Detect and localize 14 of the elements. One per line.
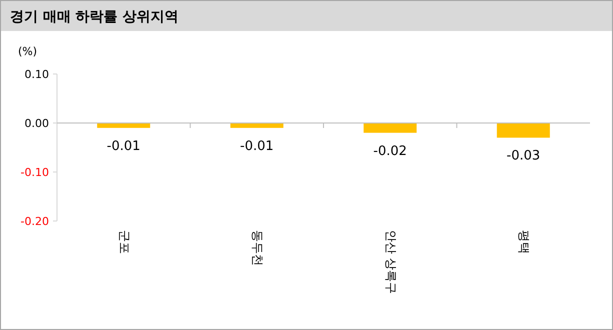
y-tick-label: -0.20 [20,215,49,228]
y-axis-title: (%) [18,45,38,58]
x-tick-label: 군포 [117,230,132,254]
title: 경기 매매 하락률 상위지역 [10,9,179,25]
data-label: -0.03 [506,148,540,164]
x-tick-label: 안산 상록구 [384,230,398,294]
data-label: -0.01 [106,138,140,154]
x-tick-label: 평택 [517,230,532,254]
y-tick-label: -0.10 [20,166,49,179]
x-tick-label: 동두천 [250,230,265,266]
data-label: -0.01 [240,138,274,154]
data-label: -0.02 [373,144,407,159]
y-tick-label: 0.10 [24,68,49,81]
y-tick-label: 0.00 [24,117,49,130]
